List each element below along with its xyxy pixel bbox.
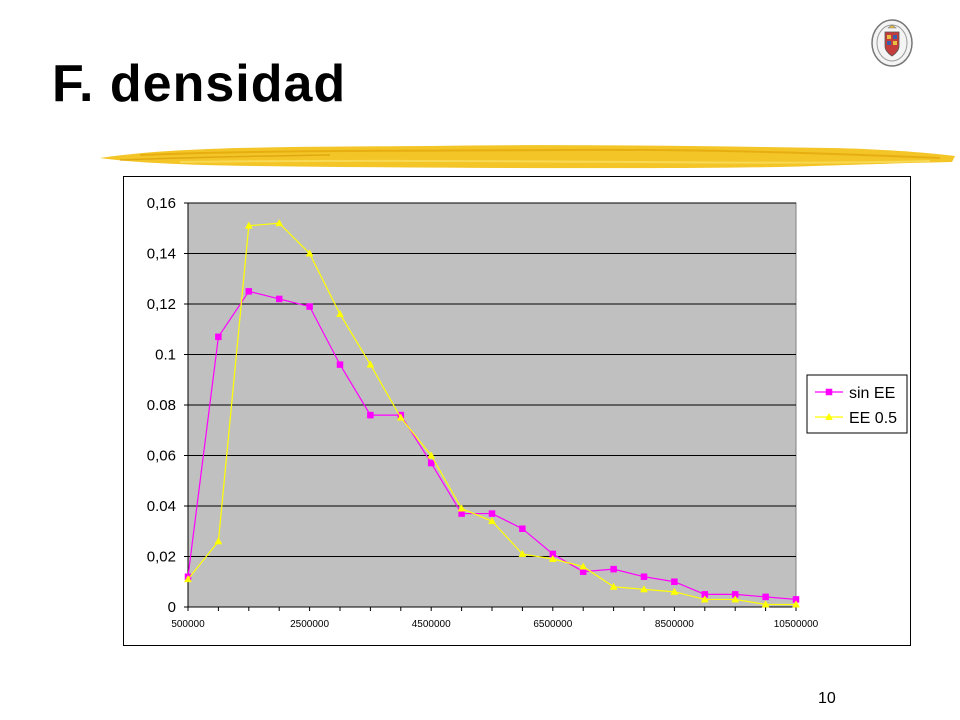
- x-tick-label: 8500000: [655, 619, 694, 630]
- legend-marker: [825, 388, 833, 396]
- y-tick-label: 0.04: [147, 498, 176, 515]
- data-point: [275, 218, 284, 227]
- data-point: [457, 504, 466, 512]
- data-point: [671, 578, 678, 585]
- data-point: [427, 459, 435, 467]
- slide-title: F. densidad: [52, 55, 347, 113]
- data-point: [731, 595, 740, 603]
- x-tick-label: 6500000: [533, 619, 572, 630]
- brush-stroke-divider: [100, 145, 955, 169]
- data-point: [306, 303, 313, 310]
- data-point: [336, 309, 344, 318]
- y-tick-label: 0,02: [147, 549, 176, 566]
- x-tick-label: 4500000: [412, 619, 451, 630]
- y-tick-label: 0,14: [147, 246, 176, 263]
- data-point: [275, 295, 283, 303]
- data-point: [396, 413, 405, 421]
- data-point: [488, 516, 496, 525]
- y-tick-label: 0: [168, 599, 176, 616]
- data-point: [214, 537, 223, 545]
- y-tick-label: 0,06: [147, 448, 176, 465]
- y-tick-label: 0.08: [147, 397, 176, 414]
- legend-label: sin EE: [849, 385, 895, 402]
- chart-frame: 0 0,02 0.04 0,06 0.08 0.1 0,12 0,14 0,16 500000 25…: [123, 176, 911, 646]
- y-tick-label: 0,12: [147, 296, 176, 313]
- data-point: [488, 510, 496, 517]
- data-point: [700, 595, 709, 603]
- data-point: [761, 600, 770, 608]
- data-point: [336, 361, 344, 368]
- data-point: [244, 221, 253, 229]
- data-point: [548, 554, 557, 562]
- data-point: [184, 575, 192, 583]
- legend-marker: [825, 412, 833, 420]
- data-point: [366, 360, 375, 368]
- y-tick-label: 0.1: [155, 347, 176, 364]
- data-point: [579, 568, 587, 575]
- data-point: [640, 573, 648, 580]
- university-seal-icon: [871, 19, 913, 67]
- legend-label: EE 0.5: [849, 410, 897, 427]
- data-point: [792, 600, 800, 608]
- line-chart: 0 0,02 0.04 0,06 0.08 0.1 0,12 0,14 0,16 500000 25…: [147, 195, 908, 630]
- y-tick-label: 0,16: [147, 195, 176, 212]
- page-number: 10: [818, 690, 836, 707]
- data-point: [245, 288, 253, 295]
- x-tick-label: 10500000: [774, 619, 819, 630]
- data-point: [427, 451, 436, 459]
- data-point: [579, 562, 588, 570]
- data-point: [762, 593, 769, 601]
- data-point: [519, 525, 526, 532]
- x-tick-label: 2500000: [290, 619, 329, 630]
- legend-box: [806, 374, 908, 434]
- data-point: [215, 333, 222, 341]
- x-tick-label: 500000: [171, 619, 205, 630]
- data-point: [640, 585, 648, 593]
- data-point: [610, 565, 617, 573]
- data-point: [609, 582, 618, 590]
- data-point: [367, 411, 374, 419]
- data-point: [305, 249, 314, 257]
- data-point: [670, 587, 679, 595]
- data-point: [518, 549, 527, 557]
